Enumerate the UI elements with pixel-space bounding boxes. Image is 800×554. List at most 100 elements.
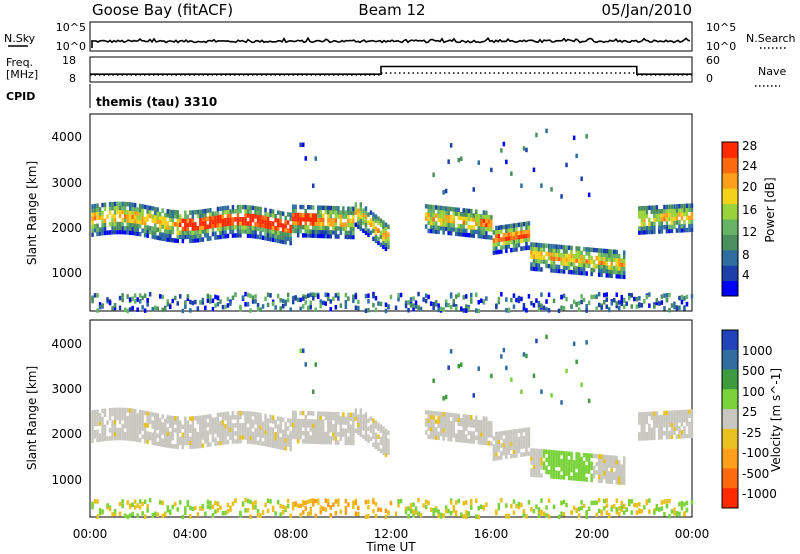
velocity-cell (121, 415, 124, 421)
power-cell (146, 298, 149, 303)
power-cell (184, 230, 187, 236)
velocity-cell (603, 498, 606, 504)
velocity-cell (635, 503, 639, 508)
velocity-cell (319, 505, 322, 510)
power-cell (133, 206, 137, 212)
power-cell (449, 304, 453, 310)
velocity-cell (630, 499, 633, 504)
velocity-cell (437, 411, 440, 416)
velocity-cell (429, 430, 433, 436)
velocity-cell (284, 429, 287, 435)
velocity-cell (547, 498, 551, 503)
velocity-cell (211, 504, 215, 509)
velocity-cell (665, 418, 669, 424)
velocity-cell (148, 415, 152, 421)
velocity-cell (399, 498, 403, 504)
velocity-cell (184, 428, 187, 434)
power-cell (540, 243, 543, 248)
power-cell (136, 231, 139, 236)
velocity-cell (256, 512, 260, 518)
velocity-cell (663, 512, 666, 517)
power-cell (322, 300, 325, 306)
velocity-cell (161, 500, 164, 506)
power-cell (487, 214, 491, 220)
velocity-cell (329, 505, 332, 510)
velocity-cell (194, 436, 197, 441)
power-cell (141, 295, 144, 301)
power-cell (352, 210, 355, 216)
site-title: Goose Bay (fitACF) (92, 1, 233, 19)
power-cell (231, 225, 235, 230)
power-cell (206, 232, 210, 238)
power-cell (138, 203, 142, 209)
velocity-cell (485, 440, 488, 446)
velocity-cell (126, 500, 129, 505)
power-cell (678, 228, 681, 233)
velocity-cell (562, 467, 566, 472)
velocity-cell (477, 423, 480, 429)
velocity-cell (347, 420, 350, 425)
velocity-cell (605, 458, 608, 464)
velocity-cell (542, 511, 546, 516)
power-cbar-tick: 12 (742, 225, 757, 239)
power-cell (254, 206, 257, 211)
power-cell (269, 224, 272, 230)
velocity-cell (123, 415, 127, 421)
velocity-cell (334, 424, 338, 429)
power-cell (116, 201, 119, 207)
power-cell (181, 230, 185, 236)
power-cell (502, 224, 506, 230)
power-cell (585, 251, 588, 256)
power-cell (334, 293, 338, 298)
power-cell (186, 222, 190, 227)
velocity-cell (91, 414, 94, 419)
power-cell (111, 222, 114, 227)
power-cell (111, 201, 114, 207)
power-cell (608, 307, 611, 313)
power-cell (281, 239, 285, 245)
velocity-cell (610, 459, 613, 464)
power-cell (161, 208, 164, 213)
power-cell (434, 229, 438, 234)
power-cell (294, 212, 297, 218)
power-cell (550, 256, 553, 261)
velocity-cell (191, 420, 195, 425)
power-cell (357, 212, 360, 217)
velocity-cell (615, 455, 618, 461)
power-cell (113, 209, 117, 215)
power-cell (179, 218, 182, 223)
power-cell (475, 209, 478, 214)
velocity-cbar-swatch (722, 448, 738, 469)
power-cell (640, 222, 644, 227)
power-cell (477, 300, 480, 305)
power-cell (653, 209, 656, 214)
power-cell (244, 225, 247, 230)
velocity-cell (161, 426, 164, 431)
power-cell (234, 217, 237, 222)
velocity-cell (327, 502, 330, 508)
velocity-cell (154, 436, 157, 442)
velocity-cell (342, 428, 345, 433)
power-cell (670, 208, 674, 213)
power-cell (334, 230, 338, 235)
power-cell (334, 234, 338, 239)
velocity-cell (128, 432, 132, 437)
velocity-cell (164, 442, 167, 448)
power-cell (567, 265, 571, 271)
power-cell (457, 223, 460, 229)
power-cell (643, 230, 646, 235)
velocity-cell (567, 471, 571, 477)
power-cell (214, 219, 217, 224)
velocity-cell (490, 421, 493, 426)
power-cell (517, 230, 521, 236)
power-cell (500, 237, 503, 242)
velocity-cell (432, 410, 435, 416)
power-cell (452, 298, 455, 304)
velocity-cell (296, 503, 300, 508)
power-cell (256, 214, 260, 219)
power-cell (93, 211, 97, 217)
power-cell (597, 256, 601, 261)
date-title: 05/Jan/2010 (602, 1, 693, 19)
nsky-label: N.Sky (4, 32, 36, 45)
power-cell (572, 266, 576, 271)
